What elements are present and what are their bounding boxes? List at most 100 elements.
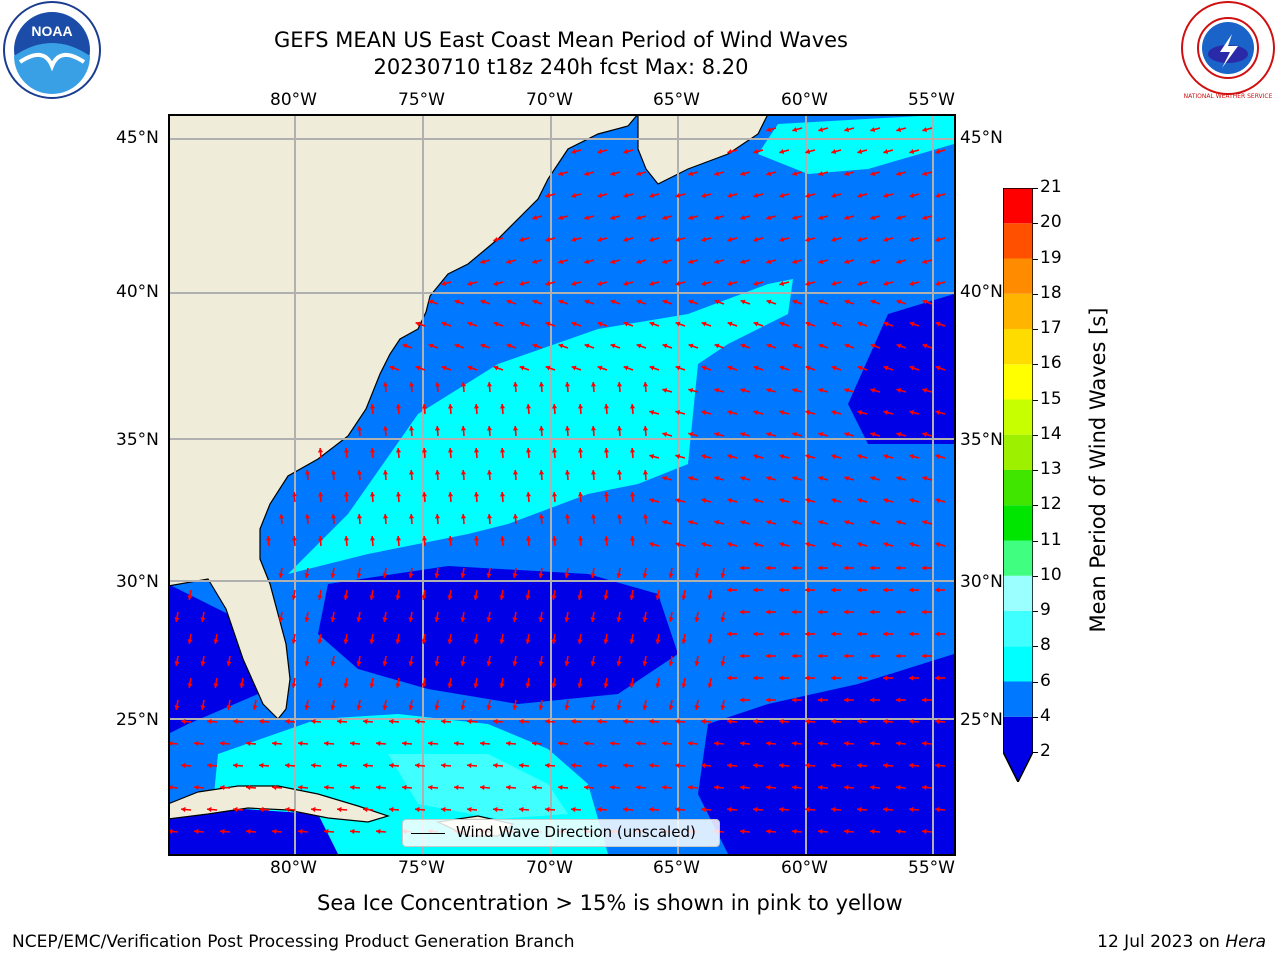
wave-direction-arrowhead xyxy=(714,388,720,394)
wave-direction-arrowhead xyxy=(844,520,850,526)
wave-direction-arrowhead xyxy=(629,683,635,688)
wave-direction-arrowhead xyxy=(551,536,558,541)
wave-direction-arrowhead xyxy=(460,426,467,431)
map-legend: Wind Wave Direction (unscaled) xyxy=(402,819,720,847)
wave-direction-arrowhead xyxy=(870,828,875,835)
wave-direction-arrowhead xyxy=(441,762,446,769)
wave-direction-arrowhead xyxy=(551,448,558,453)
colorbar-tick-label: 10 xyxy=(1040,564,1062,585)
wave-direction-arrowhead xyxy=(610,343,616,349)
wave-direction-arrowhead xyxy=(441,718,446,725)
wave-direction-arrowhead xyxy=(168,828,173,835)
wave-direction-arrowhead xyxy=(779,410,785,416)
wave-direction-arrowhead xyxy=(870,388,876,394)
wave-direction-arrowhead xyxy=(304,470,311,475)
wave-direction-arrowhead xyxy=(382,514,389,519)
wave-direction-arrowhead xyxy=(818,343,824,349)
wave-direction-arrowhead xyxy=(727,236,733,242)
wave-direction-arrowhead xyxy=(434,705,440,710)
wave-direction-arrowhead xyxy=(610,784,615,791)
wave-direction-arrowhead xyxy=(603,448,610,453)
wave-direction-arrowhead xyxy=(727,806,732,813)
wave-direction-arrowhead xyxy=(714,432,720,438)
wave-direction-arrowhead xyxy=(343,683,349,688)
wave-direction-arrowhead xyxy=(688,388,694,394)
wave-direction-arrowhead xyxy=(688,432,694,438)
wave-direction-arrowhead xyxy=(766,299,772,305)
lat-label-left-45n: 45°N xyxy=(116,128,159,148)
wave-direction-arrowhead xyxy=(857,542,863,548)
wave-direction-arrowhead xyxy=(304,573,310,578)
wave-direction-arrowhead xyxy=(740,432,746,438)
wave-direction-arrowhead xyxy=(779,762,784,769)
wave-direction-arrowhead xyxy=(740,520,746,526)
wave-direction-arrowhead xyxy=(532,343,538,349)
wave-direction-arrowhead xyxy=(382,617,388,622)
wave-direction-arrowhead xyxy=(434,382,441,387)
wave-direction-arrowhead xyxy=(473,595,479,600)
wave-direction-arrowhead xyxy=(317,595,323,600)
wave-direction-arrowhead xyxy=(278,617,284,622)
wave-direction-arrowhead xyxy=(668,705,674,710)
wave-direction-arrowhead xyxy=(844,697,849,703)
wave-direction-arrowhead xyxy=(551,404,558,409)
wave-direction-arrowhead xyxy=(720,617,726,622)
wave-direction-arrowhead xyxy=(532,258,538,264)
wave-direction-arrowhead xyxy=(623,762,628,769)
wave-direction-arrowhead xyxy=(701,542,707,548)
wave-direction-arrowhead xyxy=(844,214,850,220)
cuba xyxy=(168,785,390,823)
wave-direction-arrowhead xyxy=(460,470,467,475)
wave-direction-arrowhead xyxy=(857,762,862,769)
wave-direction-arrowhead xyxy=(246,740,251,747)
wave-direction-arrowhead xyxy=(688,476,694,482)
colorbar-tick-mark xyxy=(1033,611,1038,612)
wave-direction-arrowhead xyxy=(467,762,472,769)
wave-direction-arrowhead xyxy=(935,675,940,681)
wave-direction-arrowhead xyxy=(473,683,479,688)
wave-direction-arrowhead xyxy=(493,280,499,286)
wave-direction-arrowhead xyxy=(597,321,603,327)
wave-direction-arrowhead xyxy=(285,762,290,769)
wave-direction-arrowhead xyxy=(558,784,563,791)
wave-direction-arrowhead xyxy=(844,653,849,659)
wave-direction-arrowhead xyxy=(454,784,459,791)
wave-direction-arrowhead xyxy=(584,740,589,747)
wave-direction-arrowhead xyxy=(382,470,389,475)
colorbar-tick-label: 18 xyxy=(1040,282,1062,303)
wave-direction-arrowhead xyxy=(421,536,428,541)
wave-direction-arrowhead xyxy=(350,740,355,747)
wave-direction-arrowhead xyxy=(610,170,616,176)
wave-direction-arrowhead xyxy=(727,498,733,504)
wave-direction-arrowhead xyxy=(590,705,596,710)
wave-direction-arrowhead xyxy=(623,280,629,286)
wave-direction-arrowhead xyxy=(818,432,824,438)
wave-direction-arrowhead xyxy=(532,740,537,747)
wave-direction-arrowhead xyxy=(551,595,557,600)
wave-direction-arrowhead xyxy=(779,631,784,637)
colorbar-tick-mark xyxy=(1033,329,1038,330)
wave-direction-arrowhead xyxy=(792,653,797,659)
wave-direction-arrowhead xyxy=(538,617,544,622)
wave-direction-arrowhead xyxy=(922,697,927,703)
wave-direction-arrowhead xyxy=(642,573,648,578)
wave-direction-arrowhead xyxy=(239,683,245,688)
colorbar-tick-label: 14 xyxy=(1040,423,1062,444)
wave-direction-arrowhead xyxy=(844,258,850,264)
period-2-east xyxy=(848,294,954,444)
wave-direction-arrowhead xyxy=(766,565,771,571)
colorbar-tick-label: 15 xyxy=(1040,388,1062,409)
wave-direction-arrowhead xyxy=(844,170,850,176)
wave-direction-arrowhead xyxy=(545,806,550,813)
wave-direction-arrowhead xyxy=(896,740,901,747)
wave-direction-arrowhead xyxy=(896,565,901,571)
lon-label-bottom-60w: 60°W xyxy=(781,858,828,878)
wave-direction-arrowhead xyxy=(792,476,798,482)
wave-direction-arrowhead xyxy=(688,343,694,349)
wave-direction-arrowhead xyxy=(831,806,836,813)
wave-direction-arrowhead xyxy=(493,321,499,327)
wave-direction-arrowhead xyxy=(402,343,408,349)
wave-direction-arrowhead xyxy=(720,573,726,578)
wave-direction-arrowhead xyxy=(779,542,785,548)
wave-direction-arrowhead xyxy=(187,683,193,688)
